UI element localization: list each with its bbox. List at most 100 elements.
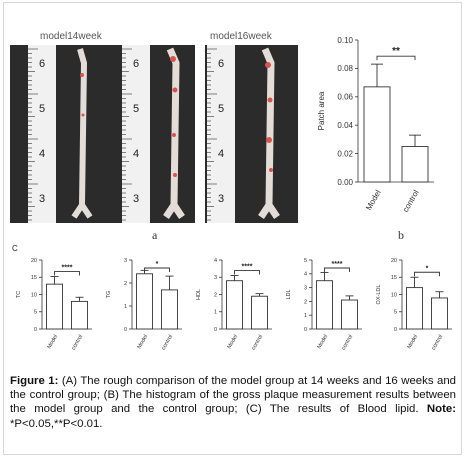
y-axis-label: Patch area xyxy=(317,91,326,130)
y-tick-label: 0.06 xyxy=(337,93,353,102)
y-axis-label: HDL xyxy=(196,289,202,300)
y-tick-label: 15 xyxy=(391,275,397,281)
photo-model-14week: 6 5 4 3 6 5 4 3 xyxy=(10,45,195,223)
figure-caption: Figure 1: (A) The rough comparison of th… xyxy=(10,374,456,431)
ruler1-number-3: 3 xyxy=(39,193,45,205)
bar-control xyxy=(401,146,429,183)
significance-bracket xyxy=(414,271,440,277)
category-label-model: Model xyxy=(47,334,60,350)
ruler1-number-4: 4 xyxy=(39,148,45,160)
y-axis-label: LDL xyxy=(286,289,292,299)
y-tick-label: 4 xyxy=(304,272,307,278)
bar-model xyxy=(316,280,333,330)
bar-model xyxy=(406,287,423,330)
category-label-model: Model xyxy=(364,188,383,212)
y-tick-label: 0 xyxy=(124,327,127,333)
significance-bracket xyxy=(324,267,350,272)
y-tick-label: 0.04 xyxy=(337,121,353,130)
significance-marker: ** xyxy=(392,46,400,57)
photo-model-16week: 6 5 4 3 xyxy=(205,45,298,223)
y-tick-label: 20 xyxy=(391,258,397,264)
category-label-control: control xyxy=(161,334,174,351)
y-tick-label: 5 xyxy=(394,310,397,316)
bar-model xyxy=(136,273,153,330)
y-tick-label: 20 xyxy=(31,258,37,264)
panel-letter-b: b xyxy=(398,228,404,242)
y-tick-label: 10 xyxy=(31,292,37,298)
ruler1-number-5: 5 xyxy=(39,103,45,115)
category-label-model: Model xyxy=(407,334,420,350)
y-axis-label: OX-LDL xyxy=(376,285,382,305)
y-tick-label: 15 xyxy=(31,275,37,281)
y-tick-label: 5 xyxy=(304,258,307,264)
significance-bracket xyxy=(376,55,416,61)
y-tick-label: 3 xyxy=(124,258,127,264)
y-axis-label: TG xyxy=(106,291,112,299)
ruler3-number-6: 6 xyxy=(218,58,224,70)
ruler1-number-6: 6 xyxy=(39,58,45,70)
caption-note-text: *P<0.05,**P<0.01. xyxy=(10,417,103,430)
bar-control xyxy=(71,300,88,330)
category-label-model: Model xyxy=(137,334,150,350)
ruler3-number-5: 5 xyxy=(218,103,224,115)
caption-note-label: Note: xyxy=(426,403,456,416)
y-tick-label: 0.02 xyxy=(337,149,353,158)
bar-control xyxy=(431,297,448,330)
category-label-control: control xyxy=(251,334,264,351)
significance-marker: **** xyxy=(332,261,343,268)
significance-marker: **** xyxy=(242,264,253,271)
caption-lead: Figure 1: xyxy=(10,375,59,387)
y-axis-label: TC xyxy=(16,291,22,298)
category-label-control: control xyxy=(401,188,421,213)
significance-bracket xyxy=(234,270,260,275)
y-tick-label: 0.10 xyxy=(337,36,353,45)
y-tick-label: 0.00 xyxy=(337,178,353,187)
category-label-control: control xyxy=(341,334,354,351)
bar-control xyxy=(161,289,178,330)
significance-marker: * xyxy=(156,261,159,268)
category-label-control: control xyxy=(431,334,444,351)
significance-bracket xyxy=(54,271,80,276)
chart-hdl: 0 1 2 3 4 HDL Model control **** xyxy=(196,258,272,351)
y-tick-label: 3 xyxy=(304,286,307,292)
ruler2-number-4: 4 xyxy=(133,148,139,160)
significance-marker: **** xyxy=(62,265,73,272)
y-tick-label: 4 xyxy=(214,258,217,264)
y-tick-label: 2 xyxy=(304,299,307,305)
category-label-model: Model xyxy=(317,334,330,350)
chart-ldl: 0 1 2 3 4 5 LDL Model control **** xyxy=(286,258,362,351)
bar-model xyxy=(46,283,63,330)
y-tick-label: 2 xyxy=(214,292,217,298)
y-tick-label: 1 xyxy=(214,310,217,316)
aorta-16week xyxy=(258,47,280,219)
y-tick-label: 0 xyxy=(394,327,397,333)
y-tick-label: 5 xyxy=(34,310,37,316)
ruler2-number-5: 5 xyxy=(133,103,139,115)
y-tick-label: 10 xyxy=(391,292,397,298)
photo-14week-drawing: 6 5 4 3 6 5 4 3 xyxy=(10,45,195,223)
ruler3-number-3: 3 xyxy=(218,193,224,205)
chart-tc: 0 5 10 15 20 TC Model control **** xyxy=(16,258,92,351)
y-tick-label: 2 xyxy=(124,281,127,287)
y-tick-label: 0 xyxy=(214,327,217,333)
y-tick-label: 0 xyxy=(304,327,307,333)
aorta-14week-a xyxy=(71,48,93,219)
chart-patch-area: 0.00 0.02 0.04 0.06 0.08 0.10 Patch area Model c… xyxy=(317,36,434,214)
y-tick-label: 0 xyxy=(34,327,37,333)
category-label-model: Model xyxy=(227,334,240,350)
panel-letter-c: C xyxy=(12,244,18,253)
photo-16week-drawing: 6 5 4 3 xyxy=(205,45,298,223)
category-label-control: control xyxy=(71,334,84,351)
bar-model xyxy=(226,280,243,330)
bar-control xyxy=(341,299,358,330)
ruler2-number-3: 3 xyxy=(133,193,139,205)
caption-body: (A) The rough comparison of the model gr… xyxy=(10,375,456,416)
y-tick-label: 1 xyxy=(304,313,307,319)
ruler3-number-4: 4 xyxy=(218,148,224,160)
chart-ox-ldl: 0 5 10 15 20 OX-LDL Model control * xyxy=(376,258,452,351)
significance-bracket xyxy=(144,267,170,272)
y-tick-label: 1 xyxy=(124,304,127,310)
panel-letter-a: a xyxy=(152,228,158,242)
ruler2-number-6: 6 xyxy=(133,58,139,70)
chart-tg: 0 1 2 3 TG Model control * xyxy=(106,258,182,351)
